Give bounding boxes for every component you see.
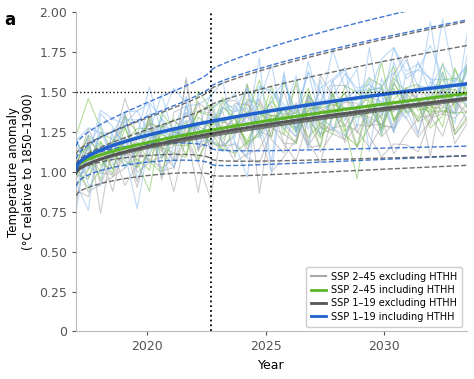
Text: a: a [5, 11, 16, 29]
Y-axis label: Temperature anomaly
(°C relative to 1850–1900): Temperature anomaly (°C relative to 1850… [7, 93, 35, 250]
Legend: SSP 2–45 excluding HTHH, SSP 2–45 including HTHH, SSP 1–19 excluding HTHH, SSP 1: SSP 2–45 excluding HTHH, SSP 2–45 includ… [306, 267, 462, 327]
X-axis label: Year: Year [258, 359, 285, 372]
